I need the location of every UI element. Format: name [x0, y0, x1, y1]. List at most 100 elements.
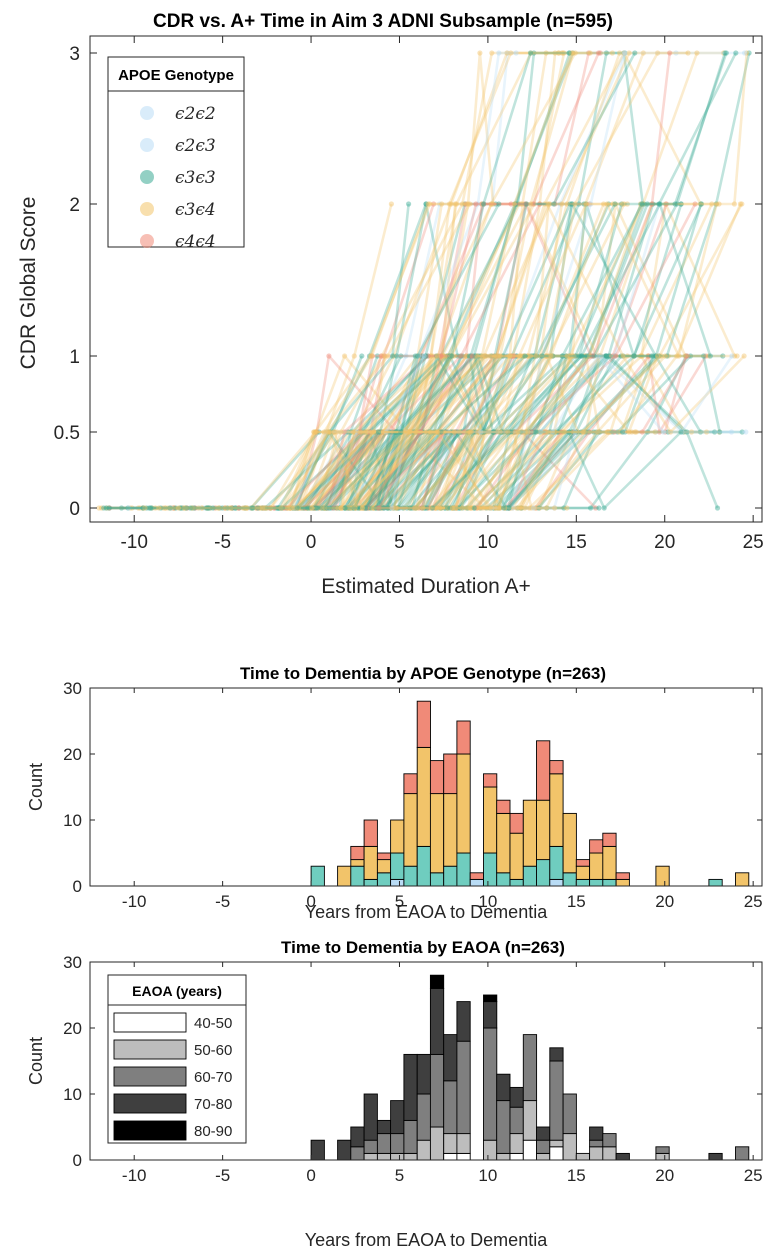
trajectory-line: [395, 431, 454, 509]
trajectory-point: [260, 505, 266, 511]
trajectory-point: [250, 505, 256, 511]
histogram-bar: [549, 1060, 564, 1141]
trajectory-point: [445, 429, 451, 435]
trajectory-point: [295, 505, 301, 511]
trajectory-point: [450, 505, 456, 511]
trajectory-point: [394, 353, 400, 359]
trajectory-point: [268, 505, 274, 511]
trajectory-point: [346, 505, 352, 511]
trajectory-point: [531, 353, 537, 359]
trajectory-point: [389, 353, 396, 359]
trajectory-point: [192, 505, 198, 511]
trajectory-point: [440, 353, 446, 359]
trajectory-point: [490, 201, 496, 207]
trajectory-point: [433, 505, 439, 511]
trajectory-point: [537, 505, 543, 511]
trajectory-point: [473, 353, 479, 359]
trajectory-line: [475, 203, 697, 509]
trajectory-point: [455, 505, 461, 511]
trajectory-point: [311, 505, 317, 511]
trajectory-point: [312, 505, 318, 511]
trajectory-point: [569, 201, 575, 207]
histogram-bar: [562, 872, 577, 887]
histogram-bar: [416, 746, 431, 847]
trajectory-line: [150, 431, 398, 510]
trajectory-point: [656, 429, 663, 435]
histogram-bar: [522, 1139, 538, 1161]
trajectory-point: [527, 50, 534, 56]
trajectory-line: [414, 431, 484, 509]
trajectory-line: [207, 430, 359, 510]
trajectory-point: [293, 505, 299, 511]
trajectory-point: [305, 505, 311, 511]
trajectory-point: [482, 353, 488, 359]
trajectory-point: [465, 429, 471, 435]
histogram-bar: [376, 1133, 392, 1154]
trajectory-point: [509, 353, 515, 359]
trajectory-point: [430, 505, 436, 511]
trajectory-point: [640, 201, 646, 207]
trajectory-line: [447, 431, 484, 509]
trajectory-point: [191, 505, 197, 511]
trajectory-point: [395, 505, 401, 511]
histogram-bar: [310, 865, 325, 887]
trajectory-point: [493, 201, 499, 207]
y-tick-label: 10: [63, 811, 82, 830]
trajectory-point: [167, 505, 173, 511]
trajectory-point: [346, 505, 353, 511]
trajectory-point: [403, 429, 409, 435]
trajectory-point: [552, 50, 558, 56]
trajectory-line: [285, 430, 397, 510]
trajectory-point: [331, 429, 338, 435]
trajectory-point: [401, 505, 407, 511]
trajectory-point: [224, 505, 230, 511]
trajectory-point: [480, 429, 486, 435]
trajectory-point: [228, 505, 234, 511]
trajectory-point: [548, 429, 554, 435]
trajectory-point: [607, 429, 613, 435]
histogram-bar: [443, 1152, 458, 1161]
trajectory-point: [519, 429, 525, 435]
trajectory-point: [380, 429, 387, 435]
trajectory-point: [351, 353, 357, 359]
trajectory-point: [433, 353, 439, 359]
trajectory-line: [439, 355, 518, 509]
trajectory-point: [518, 505, 524, 511]
trajectory-line: [511, 203, 742, 509]
trajectory-point: [356, 429, 362, 435]
histogram-bar: [443, 753, 458, 795]
trajectory-line: [378, 431, 402, 509]
trajectory-point: [244, 505, 250, 511]
trajectory-point: [545, 353, 551, 359]
trajectory-point: [567, 353, 573, 359]
trajectory-point: [204, 505, 210, 511]
trajectory-point: [555, 429, 561, 435]
trajectory-point: [143, 505, 150, 511]
trajectory-point: [393, 429, 399, 435]
trajectory-point: [459, 201, 465, 207]
trajectory-point: [371, 429, 377, 435]
trajectory-line: [396, 431, 586, 510]
trajectory-line: [507, 430, 682, 510]
trajectory-point: [424, 429, 430, 435]
trajectory-line: [278, 355, 427, 510]
trajectory-point: [412, 353, 418, 359]
trajectory-point: [631, 353, 637, 359]
legend-label: ϵ3ϵ4: [175, 200, 216, 220]
trajectory-point: [437, 429, 443, 435]
trajectory-point: [371, 505, 377, 511]
trajectory-point: [684, 353, 691, 359]
trajectory-point: [450, 429, 456, 435]
trajectory-line: [302, 203, 457, 509]
trajectory-line: [295, 430, 656, 510]
trajectory-line: [191, 431, 439, 510]
trajectory-point: [672, 201, 678, 207]
legend-label: ϵ4ϵ4: [175, 232, 216, 252]
trajectory-point: [449, 505, 455, 511]
trajectory-point: [518, 353, 524, 359]
trajectory-point: [737, 201, 744, 207]
histogram-bar: [350, 845, 365, 861]
trajectory-point: [366, 505, 372, 511]
trajectory-point: [439, 353, 445, 359]
trajectory-point: [410, 429, 416, 435]
